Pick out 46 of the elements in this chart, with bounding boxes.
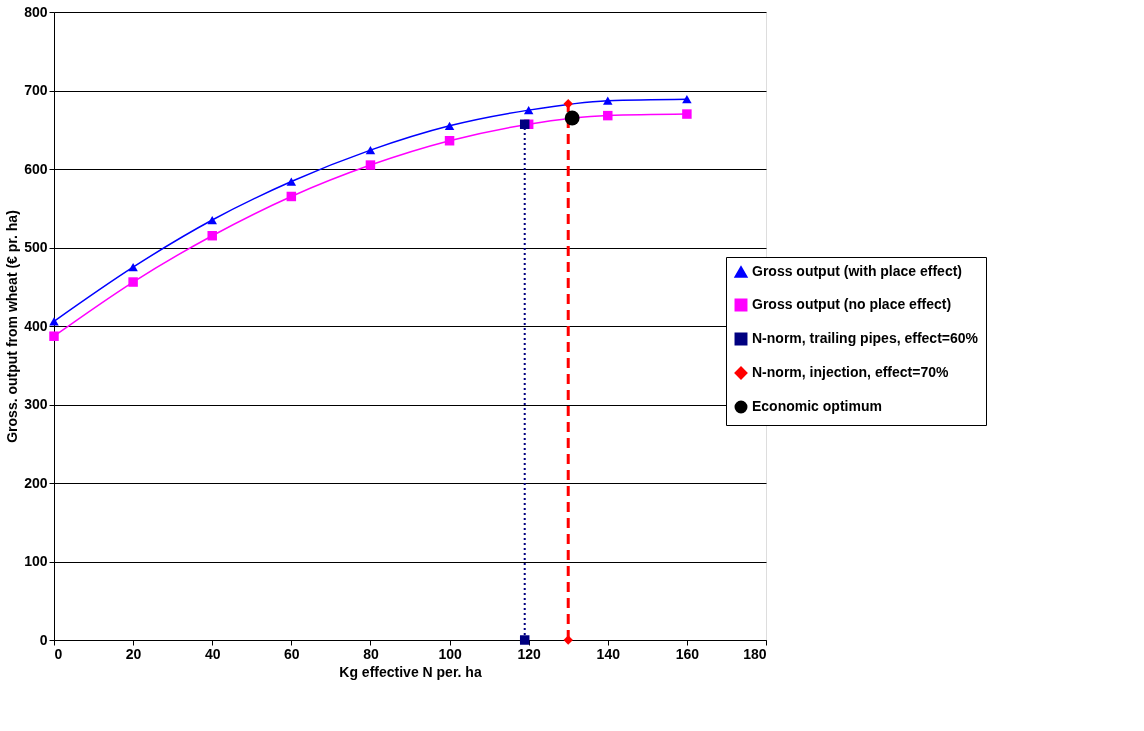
x-tick-label: 0 [54,645,63,662]
point [49,331,59,341]
x-tick-label: 100 [438,645,462,662]
point [682,109,692,119]
y-tick-label: 0 [39,631,48,648]
legend-label: N-norm, injection, effect=70% [752,364,949,380]
point [365,146,376,155]
point [207,215,217,225]
y-tick-label: 200 [24,474,48,491]
y-tick-label: 300 [24,396,48,412]
point [603,96,613,105]
legend-label: Gross output (with place effect) [752,263,963,279]
y-tick-label: 400 [24,317,48,334]
point [444,136,455,146]
point [286,191,297,202]
x-axis-title: Kg effective N per. ha [339,663,482,680]
legend-label: N-norm, trailing pipes, effect=60% [752,330,979,346]
x-tick-label: 40 [204,645,221,662]
point [682,95,692,104]
x-tick-label: 120 [517,645,542,662]
point [286,177,297,186]
point [444,121,455,130]
legend-label: Economic optimum [752,398,882,414]
y-tick-label: 100 [24,553,48,569]
x-tick-label: 20 [125,645,142,662]
point [563,99,573,109]
point [365,160,376,170]
y-axis-title: Gross. output from wheat (€ pr. ha) [4,210,21,443]
y-tick-label: 800 [24,3,48,20]
y-tick-label: 600 [24,160,48,177]
x-tick-label: 80 [363,645,379,662]
x-tick-label: 180 [743,645,767,662]
x-tick-label: 60 [284,645,300,662]
point [519,635,530,645]
x-tick-label: 140 [596,645,621,662]
legend-label: Gross output (no place effect) [752,296,952,312]
point [603,110,613,121]
point [523,106,534,115]
point [128,277,138,287]
y-tick-label: 700 [24,82,48,98]
x-tick-label: 160 [675,645,700,662]
point [564,110,580,126]
point [128,263,138,272]
point [519,119,530,129]
point [207,230,217,241]
y-tick-label: 500 [24,239,48,255]
